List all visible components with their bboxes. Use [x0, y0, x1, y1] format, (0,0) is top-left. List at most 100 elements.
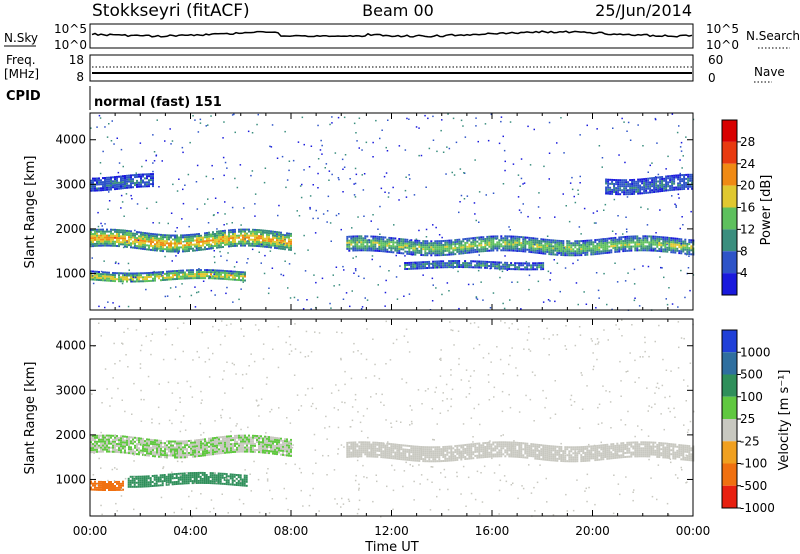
power-cell — [192, 273, 194, 276]
power-cell — [366, 247, 369, 250]
velocity-cell — [252, 440, 254, 443]
power-cell — [184, 275, 186, 278]
power-cell — [110, 186, 112, 189]
power-cell — [661, 182, 664, 184]
power-cell — [506, 247, 509, 250]
power-noise — [626, 189, 628, 192]
power-cell — [120, 187, 122, 190]
power-cell — [524, 266, 527, 269]
velocity-cell — [376, 443, 379, 446]
power-cell — [398, 238, 401, 240]
velocity-cell — [142, 441, 144, 444]
power-cell — [220, 238, 222, 241]
power-cell — [284, 236, 286, 239]
power-cell — [675, 176, 678, 179]
power-cell — [484, 244, 487, 246]
power-cell — [124, 278, 126, 281]
power-cell — [672, 237, 675, 240]
power-cell — [615, 181, 618, 184]
power-cell — [514, 245, 517, 248]
power-cell — [656, 237, 659, 240]
power-cell — [220, 246, 222, 249]
power-cell — [444, 243, 447, 246]
power-cell — [402, 238, 405, 241]
power-cell — [278, 245, 280, 248]
velocity-cell — [348, 455, 351, 458]
power-cell — [178, 238, 180, 241]
velocity-cell — [98, 444, 100, 447]
power-noise — [460, 194, 463, 197]
velocity-cell — [90, 447, 92, 450]
power-cell — [144, 280, 146, 283]
power-noise — [564, 267, 567, 269]
power-cell — [282, 247, 284, 250]
power-cell — [650, 247, 653, 250]
power-cell — [200, 244, 202, 247]
velocity-cell — [176, 454, 178, 457]
power-cell — [673, 176, 676, 179]
power-cell — [580, 252, 583, 255]
velocity-cell — [362, 443, 365, 446]
power-noise — [163, 236, 165, 239]
power-noise — [182, 202, 185, 205]
velocity-cell — [190, 439, 192, 442]
velocity-cell — [140, 449, 142, 452]
power-cell — [132, 240, 134, 243]
velocity-cell — [146, 444, 148, 447]
power-cell — [366, 249, 369, 252]
power-cell — [230, 237, 232, 240]
power-cell — [651, 191, 654, 194]
power-cell — [130, 176, 132, 179]
velocity-cell — [362, 451, 365, 454]
power-cell — [520, 264, 523, 267]
power-cell — [108, 180, 110, 183]
power-noise — [487, 139, 490, 142]
power-noise — [543, 240, 546, 243]
power-cell — [110, 234, 112, 237]
velocity-cell — [276, 445, 278, 448]
velocity-cell — [356, 443, 359, 446]
power-cell — [272, 240, 274, 243]
power-cell — [242, 234, 244, 237]
power-cell — [432, 264, 435, 267]
power-cell — [476, 248, 479, 251]
power-cell — [534, 264, 537, 267]
power-cell — [376, 241, 379, 244]
velocity-cell — [230, 437, 232, 440]
power-cell — [498, 265, 501, 268]
power-cell — [142, 237, 144, 240]
power-cell — [570, 246, 573, 249]
power-cell — [212, 239, 214, 242]
power-cell — [194, 277, 196, 280]
power-cell — [651, 179, 654, 182]
power-cell — [609, 190, 612, 193]
velocity-cell — [374, 445, 377, 448]
power-cell — [208, 275, 210, 278]
power-cell — [128, 238, 130, 241]
power-cell — [142, 185, 144, 188]
power-cell — [418, 243, 421, 246]
power-cell — [124, 183, 126, 185]
power-cell — [352, 241, 355, 244]
power-cell — [538, 252, 541, 254]
power-cell — [536, 243, 539, 246]
power-cell — [418, 239, 421, 242]
power-cell — [510, 245, 513, 248]
velocity-cell — [258, 441, 260, 444]
power-cell — [476, 262, 479, 265]
power-cell — [626, 237, 629, 240]
velocity-cell — [116, 439, 118, 441]
power-cell — [162, 246, 164, 249]
power-cell — [156, 271, 158, 274]
velocity-cell — [134, 450, 136, 453]
velocity-cell — [110, 450, 112, 453]
power-cell — [472, 249, 475, 252]
power-cell — [290, 248, 292, 251]
velocity-cell — [208, 441, 210, 444]
velocity-cell — [290, 440, 292, 443]
power-noise — [282, 274, 285, 277]
power-cell — [280, 237, 282, 240]
velocity-cell — [254, 434, 256, 437]
power-noise — [317, 217, 319, 220]
power-cell — [678, 246, 681, 249]
